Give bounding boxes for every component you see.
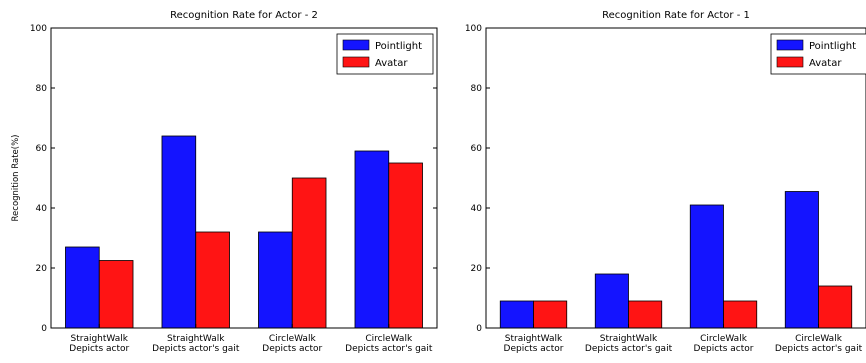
- bar-avatar-2: [628, 300, 663, 329]
- x-tick-label: StraightWalk Depicts actor's gait: [585, 334, 673, 354]
- y-tick-label: 60: [36, 144, 48, 154]
- legend-label-pointlight: Pointlight: [375, 41, 422, 52]
- legend-label-pointlight: Pointlight: [809, 41, 856, 52]
- y-tick-label: 0: [476, 324, 482, 334]
- legend-swatch-pointlight: [342, 39, 370, 51]
- x-tick-label: CircleWalk Depicts actor: [262, 334, 322, 354]
- x-tick-label: CircleWalk Depicts actor's gait: [775, 334, 863, 354]
- bar-pointlight-3: [258, 231, 293, 329]
- legend-swatch-avatar: [776, 56, 804, 68]
- chart-panel-1: Recognition Rate for Actor - 2 Recognitio…: [11, 10, 438, 354]
- chart-title: Recognition Rate for Actor - 1: [602, 10, 750, 21]
- y-tick-label: 100: [30, 24, 47, 34]
- chart-panel-2: Recognition Rate for Actor - 1 0 20 40 60 80 1…: [465, 10, 866, 354]
- y-tick-label: 40: [471, 204, 483, 214]
- x-tick-label: CircleWalk Depicts actor's gait: [345, 334, 433, 354]
- bar-avatar-3: [723, 300, 758, 329]
- y-tick-label: 80: [36, 84, 48, 94]
- legend-label-avatar: Avatar: [809, 58, 842, 69]
- bar-pointlight-3: [689, 204, 724, 329]
- plot-frame: [485, 27, 866, 329]
- y-axis-label: Recognition Rate(%): [11, 135, 21, 222]
- legend-swatch-pointlight: [776, 39, 804, 51]
- bar-avatar-4: [818, 285, 853, 329]
- y-tick-label: 40: [36, 204, 48, 214]
- legend-label-avatar: Avatar: [375, 58, 408, 69]
- bar-avatar-1: [98, 260, 134, 329]
- x-tick-label: StraightWalk Depicts actor's gait: [152, 334, 240, 354]
- chart-title: Recognition Rate for Actor - 2: [170, 10, 318, 21]
- y-tick-label: 60: [471, 144, 483, 154]
- legend-swatch-avatar: [342, 56, 370, 68]
- bar-pointlight-1: [499, 300, 534, 329]
- bar-pointlight-2: [161, 135, 197, 329]
- bar-avatar-4: [388, 162, 423, 329]
- bar-pointlight-4: [784, 191, 819, 329]
- y-tick-label: 20: [471, 264, 483, 274]
- bar-pointlight-4: [354, 150, 390, 329]
- y-tick-label: 0: [41, 324, 47, 334]
- plot-frame: [50, 27, 438, 329]
- x-tick-label: StraightWalk Depicts actor: [504, 334, 564, 354]
- y-tick-label: 20: [36, 264, 48, 274]
- y-tick-label: 100: [465, 24, 482, 34]
- bar-avatar-3: [291, 177, 327, 329]
- bar-pointlight-2: [594, 273, 629, 329]
- legend: Pointlight Avatar: [336, 33, 434, 75]
- y-tick-label: 80: [471, 84, 483, 94]
- x-tick-label: StraightWalk Depicts actor: [69, 334, 129, 354]
- x-tick-label: CircleWalk Depicts actor: [694, 334, 754, 354]
- bar-avatar-1: [533, 300, 568, 329]
- bar-avatar-2: [195, 231, 230, 329]
- legend: Pointlight Avatar: [770, 33, 866, 75]
- bar-pointlight-1: [65, 246, 100, 329]
